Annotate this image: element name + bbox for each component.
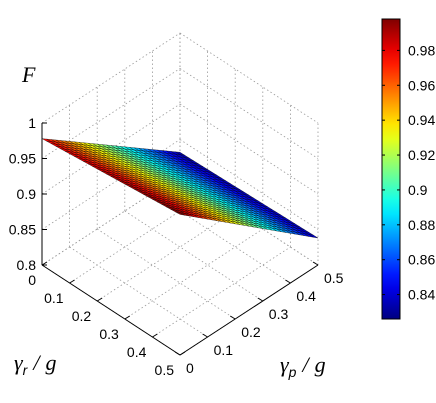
z-tick-label: 0.9 [17,186,37,202]
colorbar-tick-label: 0.98 [408,42,435,58]
x-tick-label: 0 [28,272,36,288]
x-tick-mark [41,261,48,266]
y-tick-label: 0.3 [269,306,289,322]
colorbar-tick-label: 0.84 [408,287,435,303]
y-tick-mark [257,297,264,302]
y-tick-label: 0.2 [241,324,261,340]
tick-labels: 0.8 0.85 0.9 0.95 1 0 0.1 0.2 0.3 0.4 0.5 0 0.1 0.2 0.… [9,115,344,378]
x-tick-mark [124,315,131,320]
axes-box [41,122,319,356]
grid-line [179,68,319,159]
grid-line [96,228,236,320]
grid-line [152,246,291,338]
y-axis-line [179,264,319,356]
grid-line [152,192,291,284]
y-tick-label: 0.4 [296,288,316,304]
colorbar-tick-label: 0.86 [408,252,435,268]
surface-plot [41,138,319,239]
y-tick-mark [174,351,181,356]
x-axis-label-subscript: r [23,362,29,378]
surface-patch [175,211,185,216]
y-tick-mark [229,315,236,320]
y-tick-mark [202,333,208,338]
grid-line [41,103,181,195]
colorbar-tick-label: 0.94 [408,112,435,128]
y-axis-label-denominator: g [315,352,326,377]
z-axis-label: F [21,62,36,87]
z-tick-label: 1 [28,115,36,131]
grid-line [179,139,319,230]
colorbar-tick-label: 0.9 [408,182,428,198]
grid-line [41,32,181,124]
grid-line [179,174,319,266]
colorbar-tick-label: 0.88 [408,217,435,233]
x-axis-line [41,264,181,356]
y-axis-label-symbol: γ [280,352,290,377]
x-tick-label: 0.3 [99,326,119,342]
grid-line [179,32,319,124]
x-tick-mark [179,351,186,356]
x-axis-label-slash: / [31,350,41,375]
svg-text:γp/g: γp / g [280,352,326,380]
y-tick-label: 0.1 [214,342,234,358]
x-axis-label-symbol: γ [14,350,24,375]
colorbar-tick-label: 0.96 [408,77,435,93]
colorbar-gradient [381,18,401,320]
y-tick-label: 0.5 [324,270,344,286]
y-tick-label: 0 [186,360,194,376]
x-tick-label: 0.5 [155,362,175,378]
y-tick-mark [285,279,291,284]
x-tick-mark [69,279,75,284]
z-tick-label: 0.95 [9,151,36,167]
x-tick-mark [96,297,103,302]
grid-line [179,103,319,195]
grid-line [124,210,264,302]
grid-line [69,246,208,338]
grid-line [96,210,236,302]
z-tick-label: 0.8 [17,257,37,273]
y-axis-label-subscript: p [288,364,297,380]
x-tick-mark [152,333,158,338]
y-axis-label: γp / g [280,352,326,380]
grid-line [124,228,264,320]
colorbar-ticks: 0.84 0.86 0.88 0.9 0.92 0.94 0.96 0.98 [382,42,435,303]
svg-text:γr/g: γr / g [14,350,56,378]
x-tick-label: 0.1 [44,290,64,306]
y-tick-mark [312,261,319,266]
colorbar: 0.84 0.86 0.88 0.9 0.92 0.94 0.96 0.98 [381,18,435,320]
x-tick-label: 0.4 [127,344,147,360]
x-axis-label-denominator: g [45,350,56,375]
z-tick-label: 0.85 [9,222,36,238]
x-axis-label: γr / g [14,350,56,378]
colorbar-tick-label: 0.92 [408,147,435,163]
x-tick-label: 0.2 [72,308,92,324]
grid-line [41,68,181,159]
y-axis-label-slash: / [300,352,310,377]
